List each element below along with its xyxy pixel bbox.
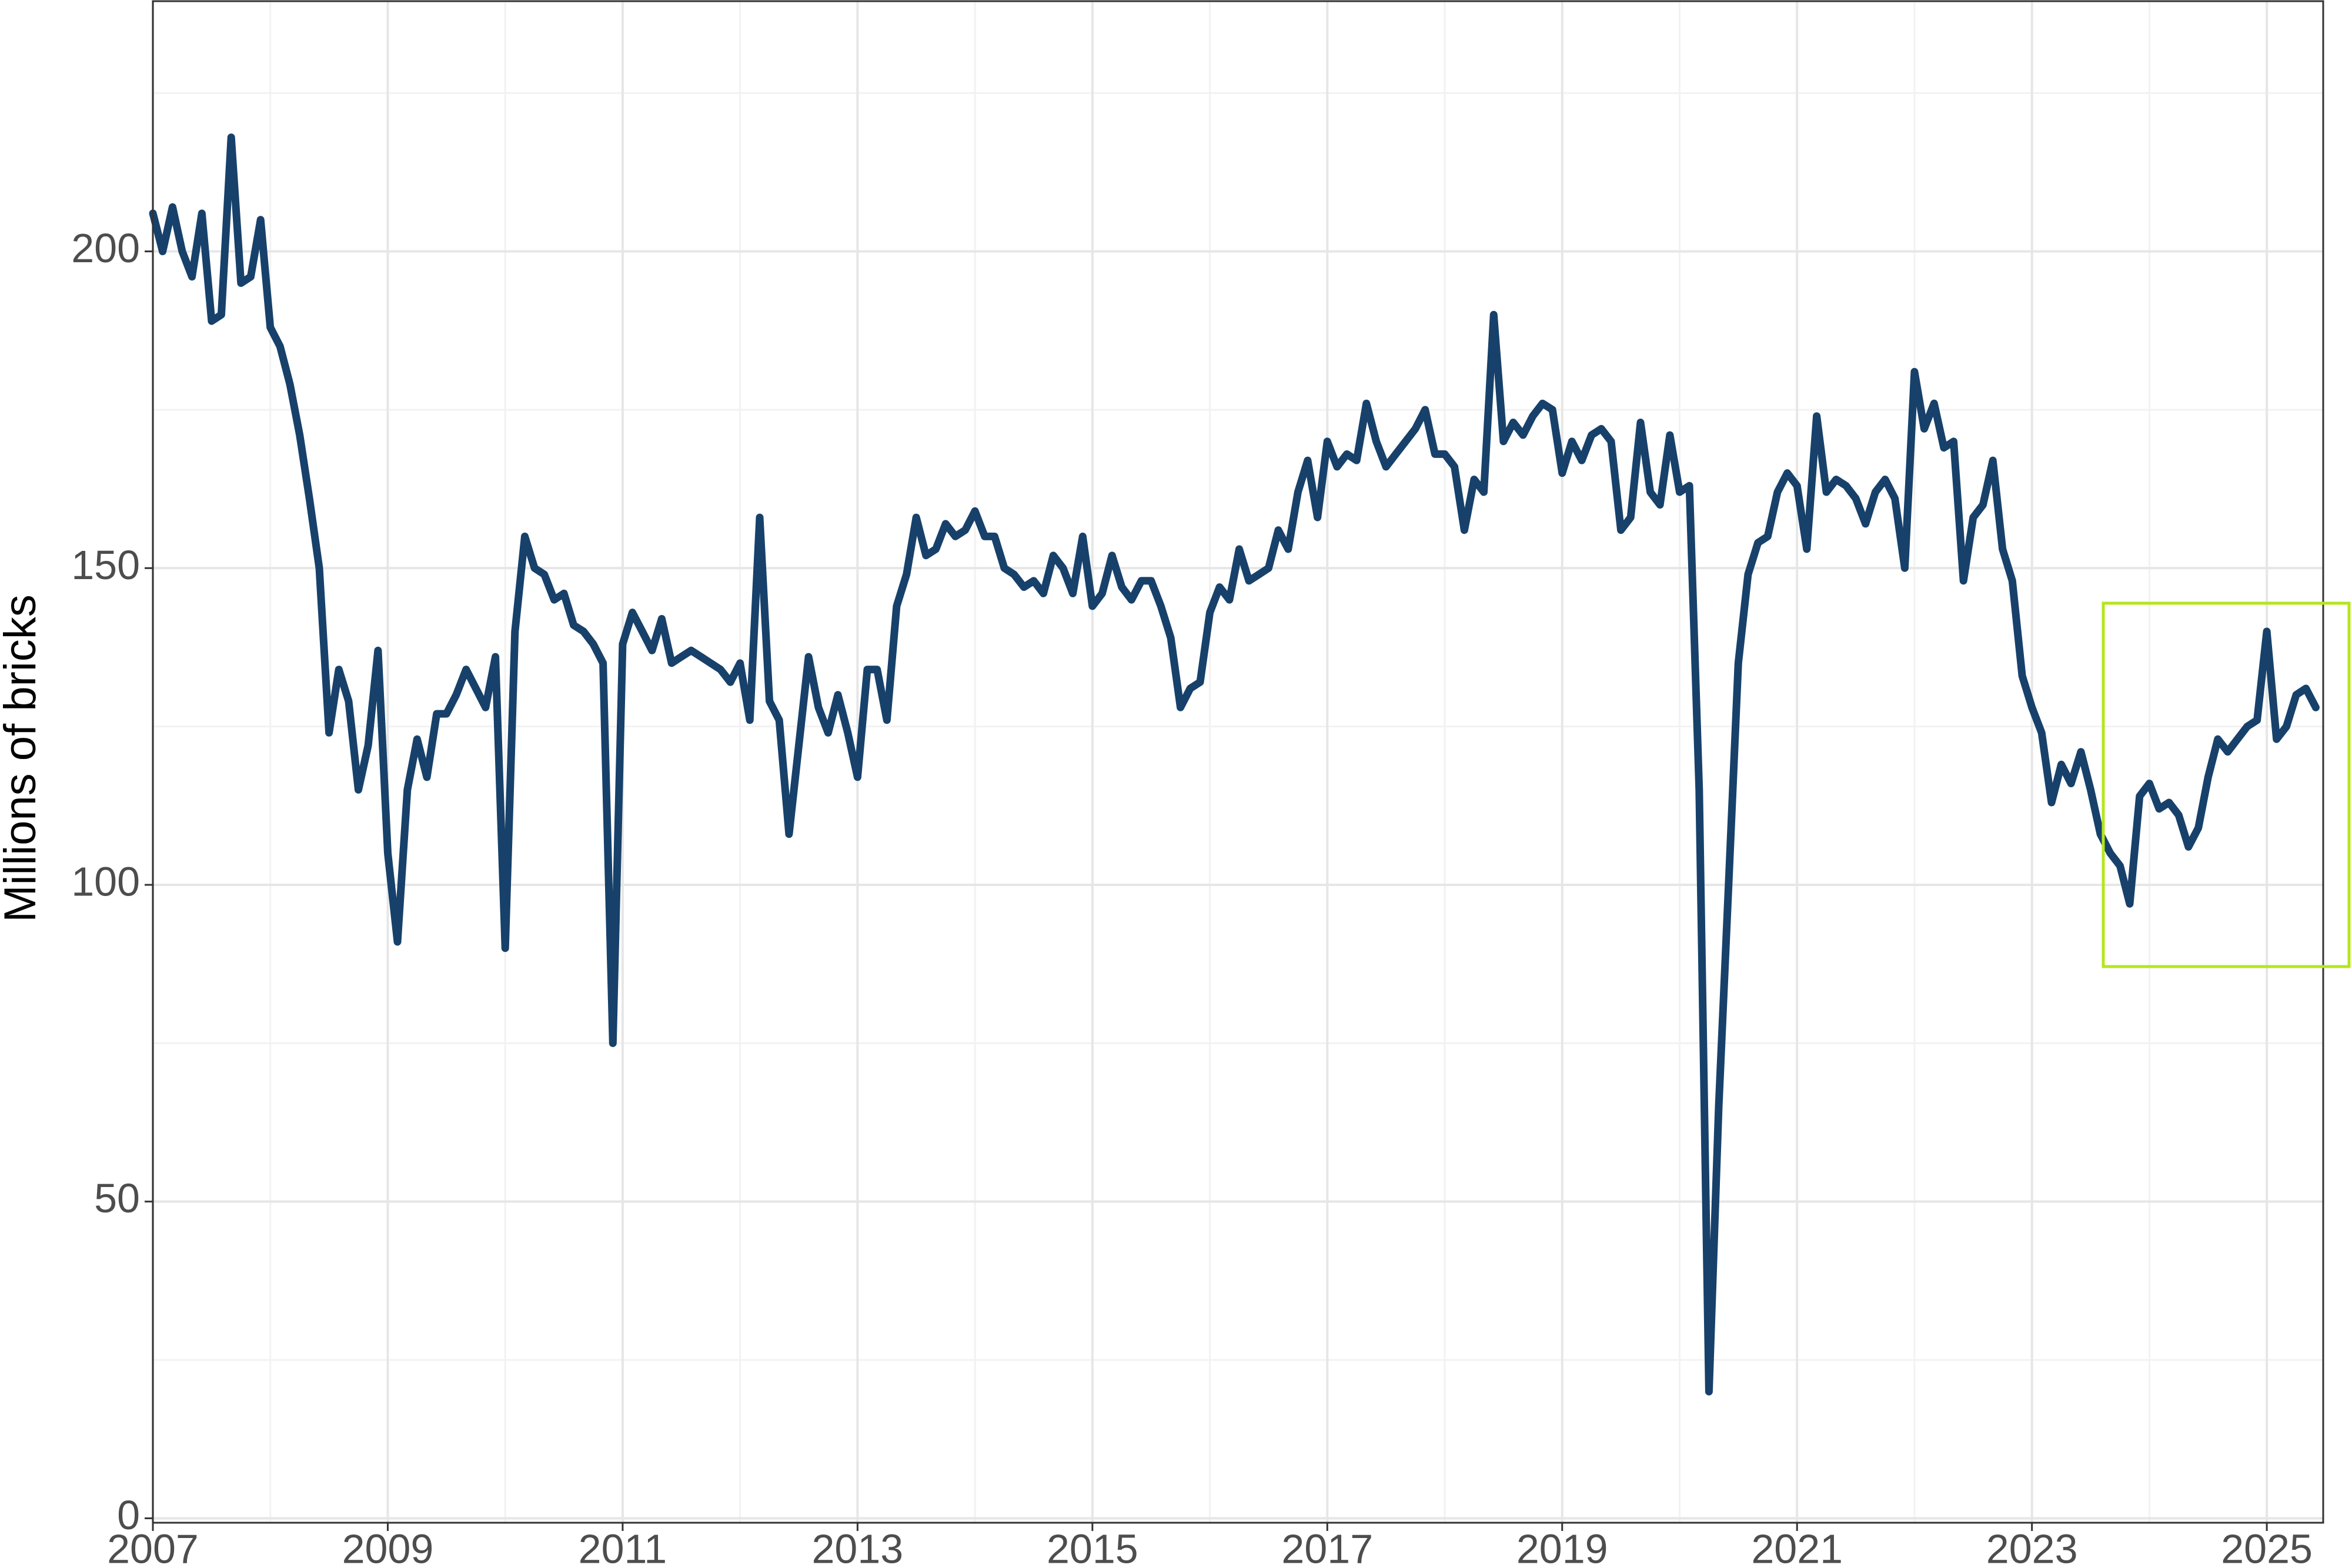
plot [149,133,2320,1396]
x-tick-label: 2011 [579,1526,667,1568]
x-tick-label: 2007 [107,1526,199,1568]
x-tick-label: 2021 [1751,1526,1843,1568]
y-tick-label: 100 [71,859,140,905]
x-tick-label: 2023 [1986,1526,2078,1568]
x-tick-label: 2019 [1516,1526,1608,1568]
x-tick-label: 2017 [1281,1526,1373,1568]
y-tick-label: 0 [117,1492,140,1538]
y-tick-label: 150 [71,542,140,588]
x-tick-label: 2015 [1047,1526,1138,1568]
panel-border [152,0,2324,1524]
y-axis-title: Millions of bricks [0,594,45,922]
axes: 0 50 100 150 200 2007 2009 2011 2013 2015 2017 2019… [71,225,2313,1568]
y-tick-label: 50 [94,1175,140,1221]
x-tick-label: 2009 [342,1526,434,1568]
x-tick-label: 2013 [812,1526,904,1568]
highlight-box [2102,601,2351,968]
y-tick-label: 200 [71,225,140,271]
x-tick-label: 2025 [2221,1526,2313,1568]
data-line [149,133,2320,1396]
